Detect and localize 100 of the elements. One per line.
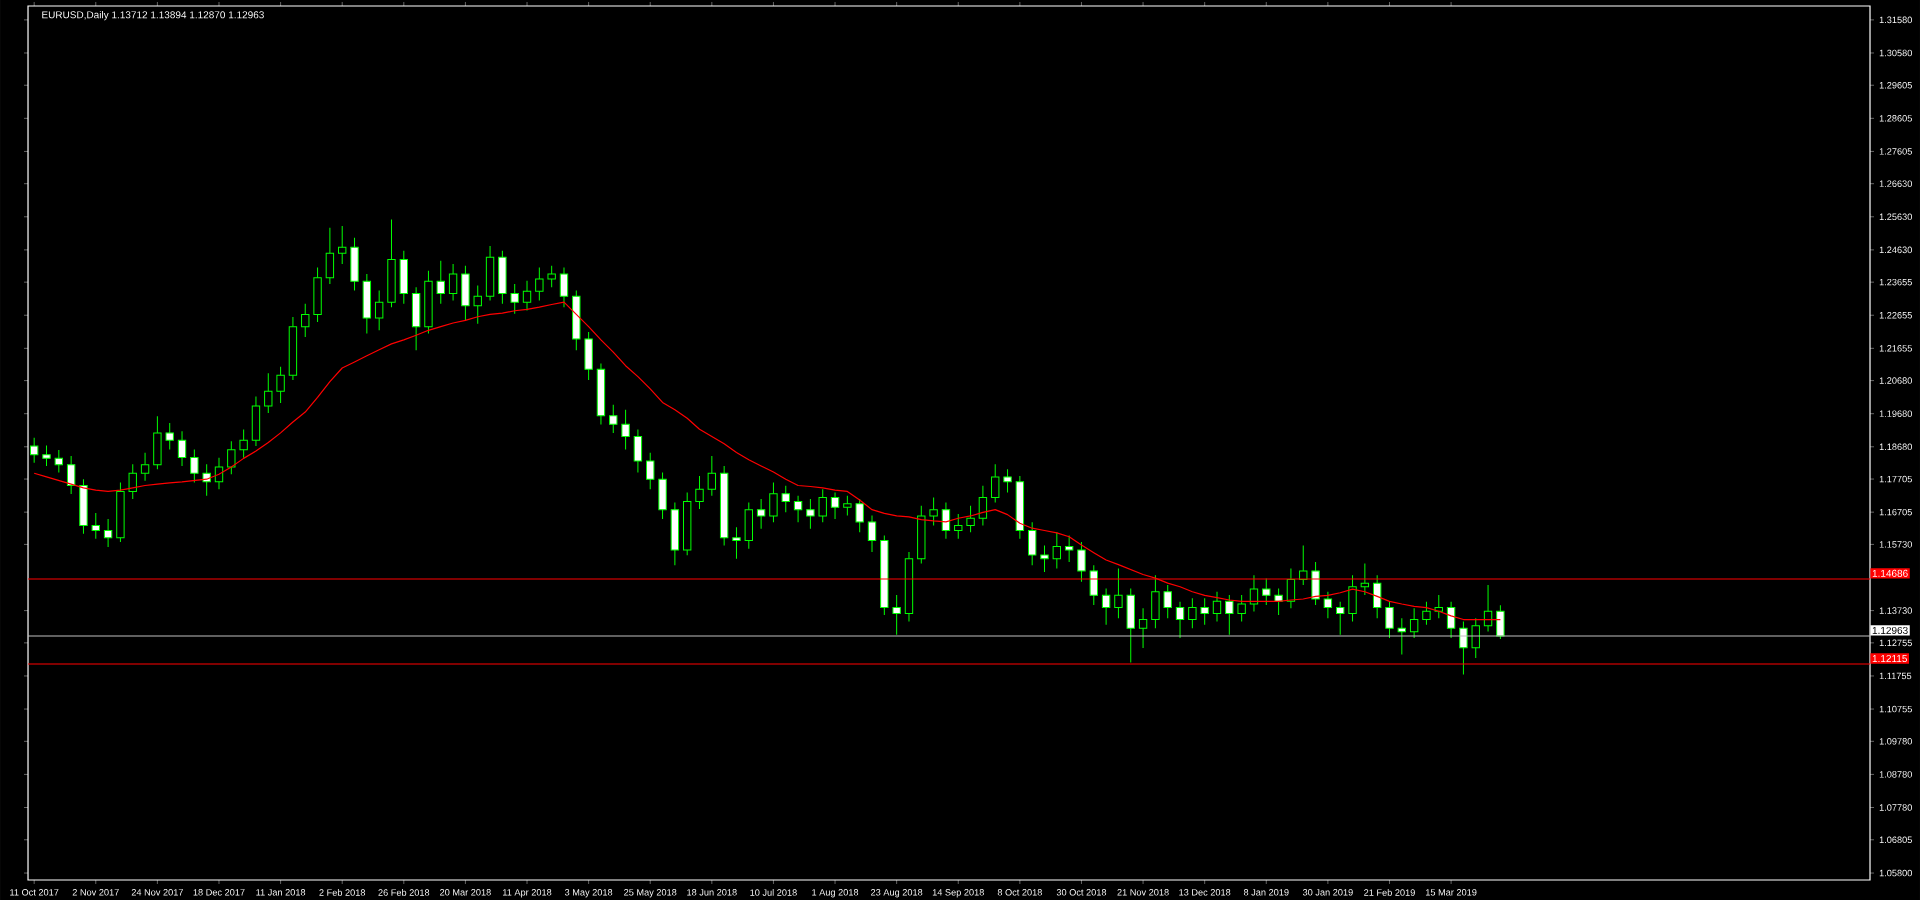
candlestick — [646, 452, 655, 490]
candlestick — [978, 485, 988, 527]
candlestick — [510, 283, 519, 315]
candlestick — [91, 512, 100, 540]
candlestick — [202, 463, 211, 497]
x-tick-label: 3 May 2018 — [564, 889, 613, 898]
candlestick — [966, 505, 975, 533]
y-tick-label: 1.20680 — [1879, 377, 1912, 384]
candlestick — [707, 455, 717, 497]
candlestick — [535, 266, 544, 301]
candlestick — [1446, 601, 1456, 639]
candlestick — [214, 457, 224, 490]
x-tick-label: 2 Feb 2018 — [319, 889, 366, 896]
candlestick — [1138, 607, 1148, 649]
candlestick — [1397, 617, 1407, 656]
candlestick — [436, 260, 445, 305]
x-tick-label: 11 Apr 2018 — [502, 889, 552, 898]
x-tick-label: 18 Dec 2017 — [193, 889, 245, 896]
candlestick — [473, 285, 482, 325]
candlestick — [190, 448, 199, 484]
candlestick — [165, 422, 174, 450]
y-tick-label: 1.24630 — [1879, 246, 1912, 254]
candlestick — [1175, 601, 1185, 639]
x-tick-label: 14 Sep 2018 — [932, 889, 984, 898]
y-tick-label: 1.13730 — [1879, 607, 1912, 614]
y-tick-label: 1.22655 — [1879, 311, 1912, 319]
y-tick-label: 1.25630 — [1879, 213, 1912, 221]
y-tick-label: 1.15730 — [1879, 541, 1912, 548]
y-tick-label: 1.21655 — [1879, 345, 1912, 352]
candlestick — [1200, 597, 1209, 626]
y-tick-label: 1.31580 — [1879, 16, 1912, 24]
candlestick — [991, 463, 1000, 503]
candlestick — [42, 444, 51, 467]
ref-line-label: 1.12115 — [1872, 654, 1907, 663]
x-tick-label: 18 Jun 2018 — [687, 889, 737, 896]
candlestick — [1422, 601, 1431, 626]
y-tick-label: 1.12755 — [1879, 639, 1912, 647]
candlestick — [239, 429, 248, 459]
candlestick — [1163, 584, 1172, 619]
candlestick — [276, 366, 285, 404]
candlestick — [1434, 594, 1443, 619]
x-tick-label: 26 Feb 2018 — [378, 889, 430, 896]
ref-line-label: 1.14686 — [1872, 569, 1908, 577]
candlestick — [1188, 597, 1197, 629]
candlestick — [1323, 591, 1333, 619]
x-tick-label: 13 Dec 2018 — [1179, 889, 1231, 896]
candlestick — [769, 482, 778, 523]
candlestick — [547, 265, 556, 288]
x-tick-label: 30 Oct 2018 — [1056, 889, 1107, 896]
candlestick — [264, 372, 273, 414]
y-tick-label: 1.05800 — [1879, 869, 1912, 877]
candlestick — [695, 475, 704, 510]
y-tick-label: 1.10755 — [1879, 705, 1912, 713]
candlestick — [793, 495, 803, 523]
candlestick — [177, 430, 187, 467]
candlestick — [867, 515, 877, 553]
candlestick — [1052, 531, 1062, 570]
x-tick-label: 11 Oct 2017 — [10, 889, 59, 896]
x-tick-label: 2 Nov 2017 — [72, 889, 119, 896]
candlestick — [818, 488, 827, 523]
candlestick — [338, 225, 347, 265]
candlestick — [1101, 587, 1111, 626]
candlestick — [374, 290, 384, 331]
candlestick — [1360, 563, 1370, 596]
candlestick — [756, 498, 766, 530]
candlestick — [301, 303, 310, 338]
candlestick — [54, 449, 64, 474]
y-tick-label: 1.16705 — [1879, 508, 1912, 516]
y-tick-label: 1.08780 — [1879, 771, 1912, 778]
y-tick-label: 1.07780 — [1879, 804, 1912, 811]
y-tick-label: 1.27605 — [1879, 148, 1912, 155]
y-tick-label: 1.23655 — [1879, 278, 1912, 286]
candlestick — [448, 263, 458, 301]
candlestick — [227, 440, 236, 475]
candlestick — [1064, 534, 1074, 563]
candlestick — [1114, 568, 1123, 619]
candlestick — [1385, 601, 1394, 639]
candlestick — [830, 491, 840, 520]
candlestick — [855, 498, 864, 533]
x-tick-label: 8 Oct 2018 — [997, 889, 1042, 896]
candlestick — [1249, 574, 1259, 613]
candlestick — [1336, 601, 1345, 636]
candlestick — [559, 266, 569, 308]
x-tick-label: 10 Jul 2018 — [750, 889, 797, 896]
candlestick — [609, 404, 618, 434]
candlestick — [1459, 621, 1468, 675]
candlestick — [732, 526, 741, 560]
x-tick-label: 11 Jan 2018 — [256, 889, 306, 896]
x-tick-label: 25 May 2018 — [624, 889, 677, 898]
x-tick-label: 23 Aug 2018 — [871, 889, 923, 898]
y-tick-label: 1.19680 — [1879, 410, 1912, 417]
x-tick-label: 30 Jan 2019 — [1302, 889, 1353, 896]
y-tick-label: 1.17705 — [1879, 475, 1912, 483]
candlestick — [1003, 468, 1012, 493]
y-tick-label: 1.30580 — [1879, 49, 1912, 57]
y-tick-label: 1.18680 — [1879, 443, 1912, 451]
candlestick — [103, 518, 113, 548]
candlestick — [929, 496, 938, 527]
candlestick — [1237, 594, 1246, 622]
candlestick — [892, 594, 901, 636]
